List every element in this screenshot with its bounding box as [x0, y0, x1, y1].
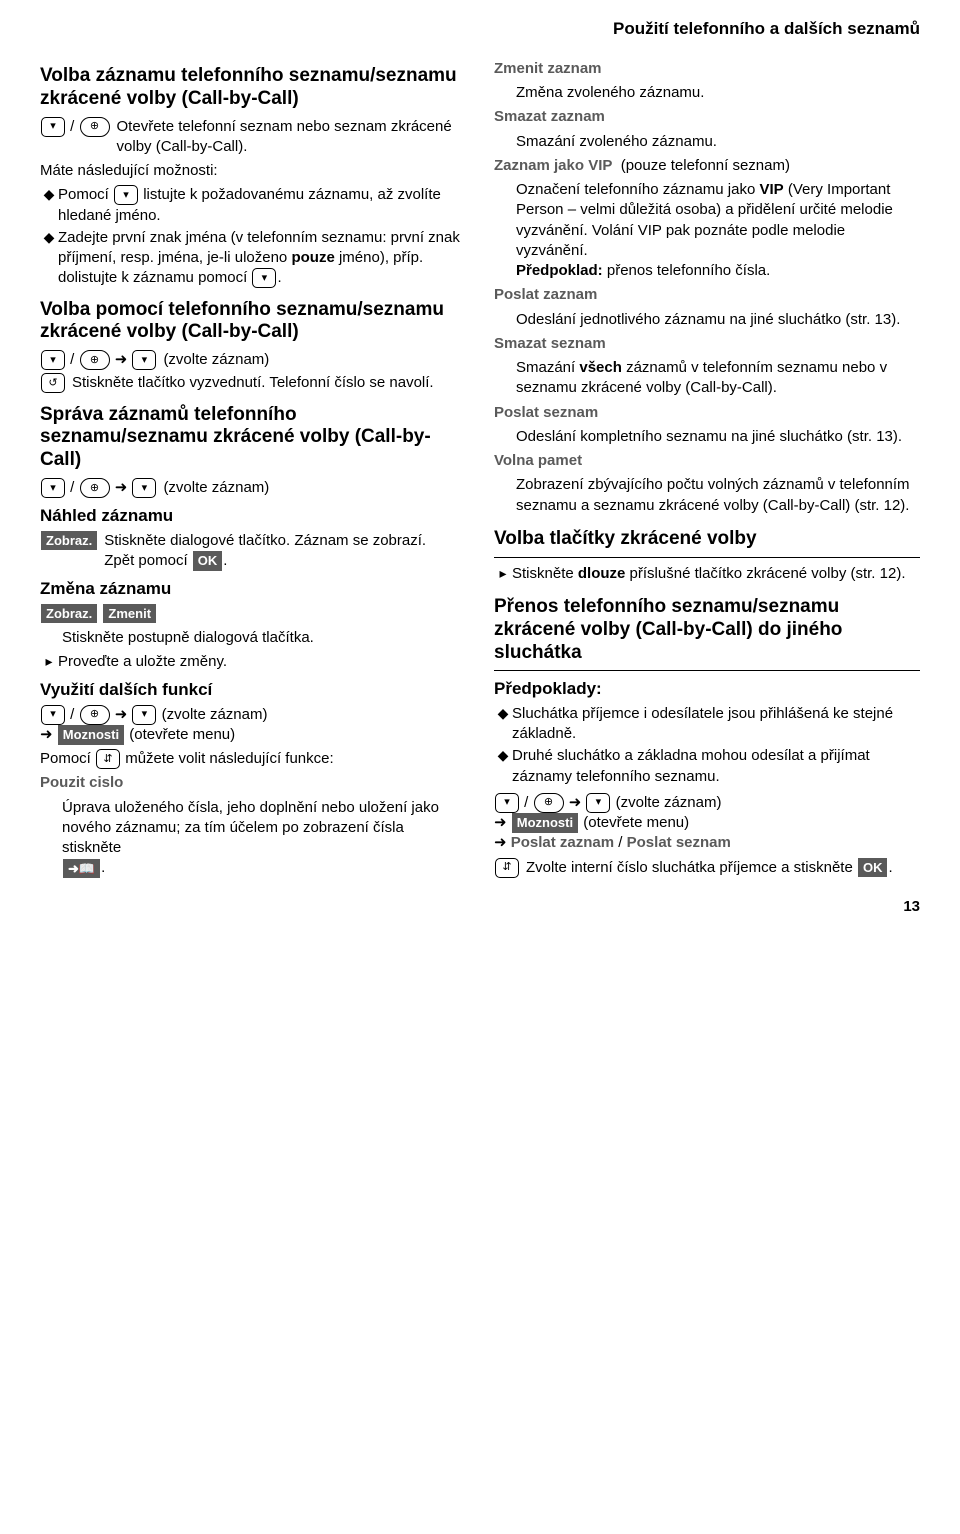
down-key-icon: ▾ [252, 268, 276, 288]
ok-softkey: OK [193, 551, 223, 571]
down-key-icon: ▾ [114, 185, 138, 205]
page-number: 13 [40, 897, 920, 917]
heading-edit-record: Změna záznamu [40, 579, 466, 599]
edit-desc: Stiskněte postupně dialogová tlačítka. [40, 628, 466, 648]
key-sequence: ▾ / ⊕ ➜ ▾ [40, 350, 157, 370]
transfer-sequence: ▾ / ⊕ ➜ ▾ (zvolte záznam) ➜ Moznosti (ot… [494, 793, 920, 854]
separator [494, 670, 920, 671]
down-key-icon: ▾ [132, 350, 156, 370]
updown-key-icon: ⇵ [96, 749, 120, 769]
book-key-icon: ⊕ [534, 793, 564, 813]
down-key-icon: ▾ [41, 350, 65, 370]
prereq-2: Druhé sluchátko a základna mohou odesíla… [512, 746, 920, 787]
left-column: Volba záznamu telefonního seznamu/seznam… [40, 55, 466, 883]
down-key-icon: ▾ [132, 478, 156, 498]
diamond-bullet-icon: ◆ [40, 228, 58, 247]
heading-record-select: Volba záznamu telefonního seznamu/seznam… [40, 65, 466, 111]
open-directory-text: Otevřete telefonní seznam nebo seznam zk… [117, 117, 466, 158]
heading-speed-dial: Volba tlačítky zkrácené volby [494, 528, 920, 551]
down-key-icon: ▾ [41, 705, 65, 725]
menu-vip: Zaznam jako VIP (pouze telefonní seznam) [494, 156, 920, 176]
bullet-scroll: Pomocí ▾ listujte k požadovanému záznamu… [58, 185, 466, 226]
heading-prerequisites: Předpoklady: [494, 679, 920, 699]
select-internal-handset: Zvolte interní číslo sluchátka příjemce … [526, 858, 920, 878]
zobraz-softkey: Zobraz. [41, 531, 97, 551]
book-key-icon: ⊕ [80, 117, 110, 137]
arrow-icon: ➜ [494, 814, 507, 831]
zobraz-softkey: Zobraz. [41, 604, 97, 624]
play-bullet-icon: ▸ [494, 564, 512, 583]
send-record-desc: Odeslání jednotlivého záznamu na jiné sl… [494, 310, 920, 330]
preview-desc: Stiskněte dialogové tlačítko. Záznam se … [104, 531, 466, 572]
down-key-icon: ▾ [41, 478, 65, 498]
menu-send-list: Poslat seznam [494, 403, 920, 423]
down-key-icon: ▾ [495, 793, 519, 813]
vip-desc: Označení telefonního záznamu jako VIP (V… [494, 180, 920, 281]
down-key-icon: ▾ [132, 705, 156, 725]
down-key-icon: ▾ [586, 793, 610, 813]
heading-more-functions: Využití dalších funkcí [40, 680, 466, 700]
book-key-icon: ⊕ [80, 478, 110, 498]
edit-record-desc: Změna zvoleného záznamu. [494, 83, 920, 103]
send-list-desc: Odeslání kompletního seznamu na jiné slu… [494, 427, 920, 447]
free-memory-desc: Zobrazení zbývajícího počtu volných zázn… [494, 475, 920, 516]
arrow-icon: ➜ [115, 479, 128, 496]
right-column: Zmenit zaznam Změna zvoleného záznamu. S… [494, 55, 920, 883]
menu-edit-record: Zmenit zaznam [494, 59, 920, 79]
options-intro: Máte následující možnosti: [40, 161, 466, 181]
diamond-bullet-icon: ◆ [494, 746, 512, 765]
play-bullet-icon: ▸ [40, 652, 58, 671]
down-key-icon: ▾ [41, 117, 65, 137]
arrow-icon: ➜ [569, 794, 582, 811]
key-sequence: ▾ / ⊕ ➜ ▾ (zvolte záznam) ➜ Moznosti (ot… [40, 705, 466, 746]
bullet-firstchar: Zadejte první znak jména (v telefonním s… [58, 228, 466, 289]
select-record-text: (zvolte záznam) [163, 350, 466, 370]
key-sequence: ▾ / ⊕ ➜ ▾ [40, 478, 157, 498]
menu-delete-record: Smazat zaznam [494, 107, 920, 127]
heading-preview: Náhled záznamu [40, 506, 466, 526]
page-header: Použití telefonního a dalších seznamů [40, 18, 920, 41]
updown-key-icon: ⇵ [495, 858, 519, 878]
arrow-icon: ➜ [40, 726, 53, 743]
prereq-1: Sluchátka příjemce i odesílatele jsou př… [512, 704, 920, 745]
arrow-icon: ➜ [115, 351, 128, 368]
diamond-bullet-icon: ◆ [494, 704, 512, 723]
select-record-text: (zvolte záznam) [163, 478, 466, 498]
arrow-icon: ➜ [494, 834, 507, 851]
book-key-icon: ⊕ [80, 705, 110, 725]
use-number-desc: Úprava uloženého čísla, jeho doplnění ne… [40, 798, 466, 879]
menu-use-number: Pouzit cislo [40, 773, 466, 793]
delete-record-desc: Smazání zvoleného záznamu. [494, 132, 920, 152]
moznosti-softkey: Moznosti [512, 813, 578, 833]
zmenit-softkey: Zmenit [103, 604, 156, 624]
separator [494, 557, 920, 558]
moznosti-softkey: Moznosti [58, 725, 124, 745]
menu-free-memory: Volna pamet [494, 451, 920, 471]
pickup-key-icon: ↺ [41, 373, 65, 393]
press-pickup-text: Stiskněte tlačítko vyzvednutí. Telefonní… [72, 373, 466, 393]
menu-delete-list: Smazat seznam [494, 334, 920, 354]
speed-dial-desc: Stiskněte dlouze příslušné tlačítko zkrá… [512, 564, 920, 584]
ok-softkey: OK [858, 858, 888, 878]
copy-softkey: ➜📖 [63, 859, 100, 879]
functions-intro: Pomocí ⇵ můžete volit následující funkce… [40, 749, 466, 769]
menu-send-record: Poslat zaznam [494, 285, 920, 305]
delete-list-desc: Smazání všech záznamů v telefonním sezna… [494, 358, 920, 399]
diamond-bullet-icon: ◆ [40, 185, 58, 204]
heading-transfer: Přenos telefonního seznamu/seznamu zkrác… [494, 596, 920, 664]
save-changes-text: Proveďte a uložte změny. [58, 652, 466, 672]
heading-dial-via-list: Volba pomocí telefonního seznamu/seznamu… [40, 299, 466, 345]
arrow-icon: ➜ [115, 706, 128, 723]
columns: Volba záznamu telefonního seznamu/seznam… [40, 55, 920, 883]
heading-manage-records: Správa záznamů telefonního seznamu/sezna… [40, 404, 466, 472]
book-key-icon: ⊕ [80, 350, 110, 370]
